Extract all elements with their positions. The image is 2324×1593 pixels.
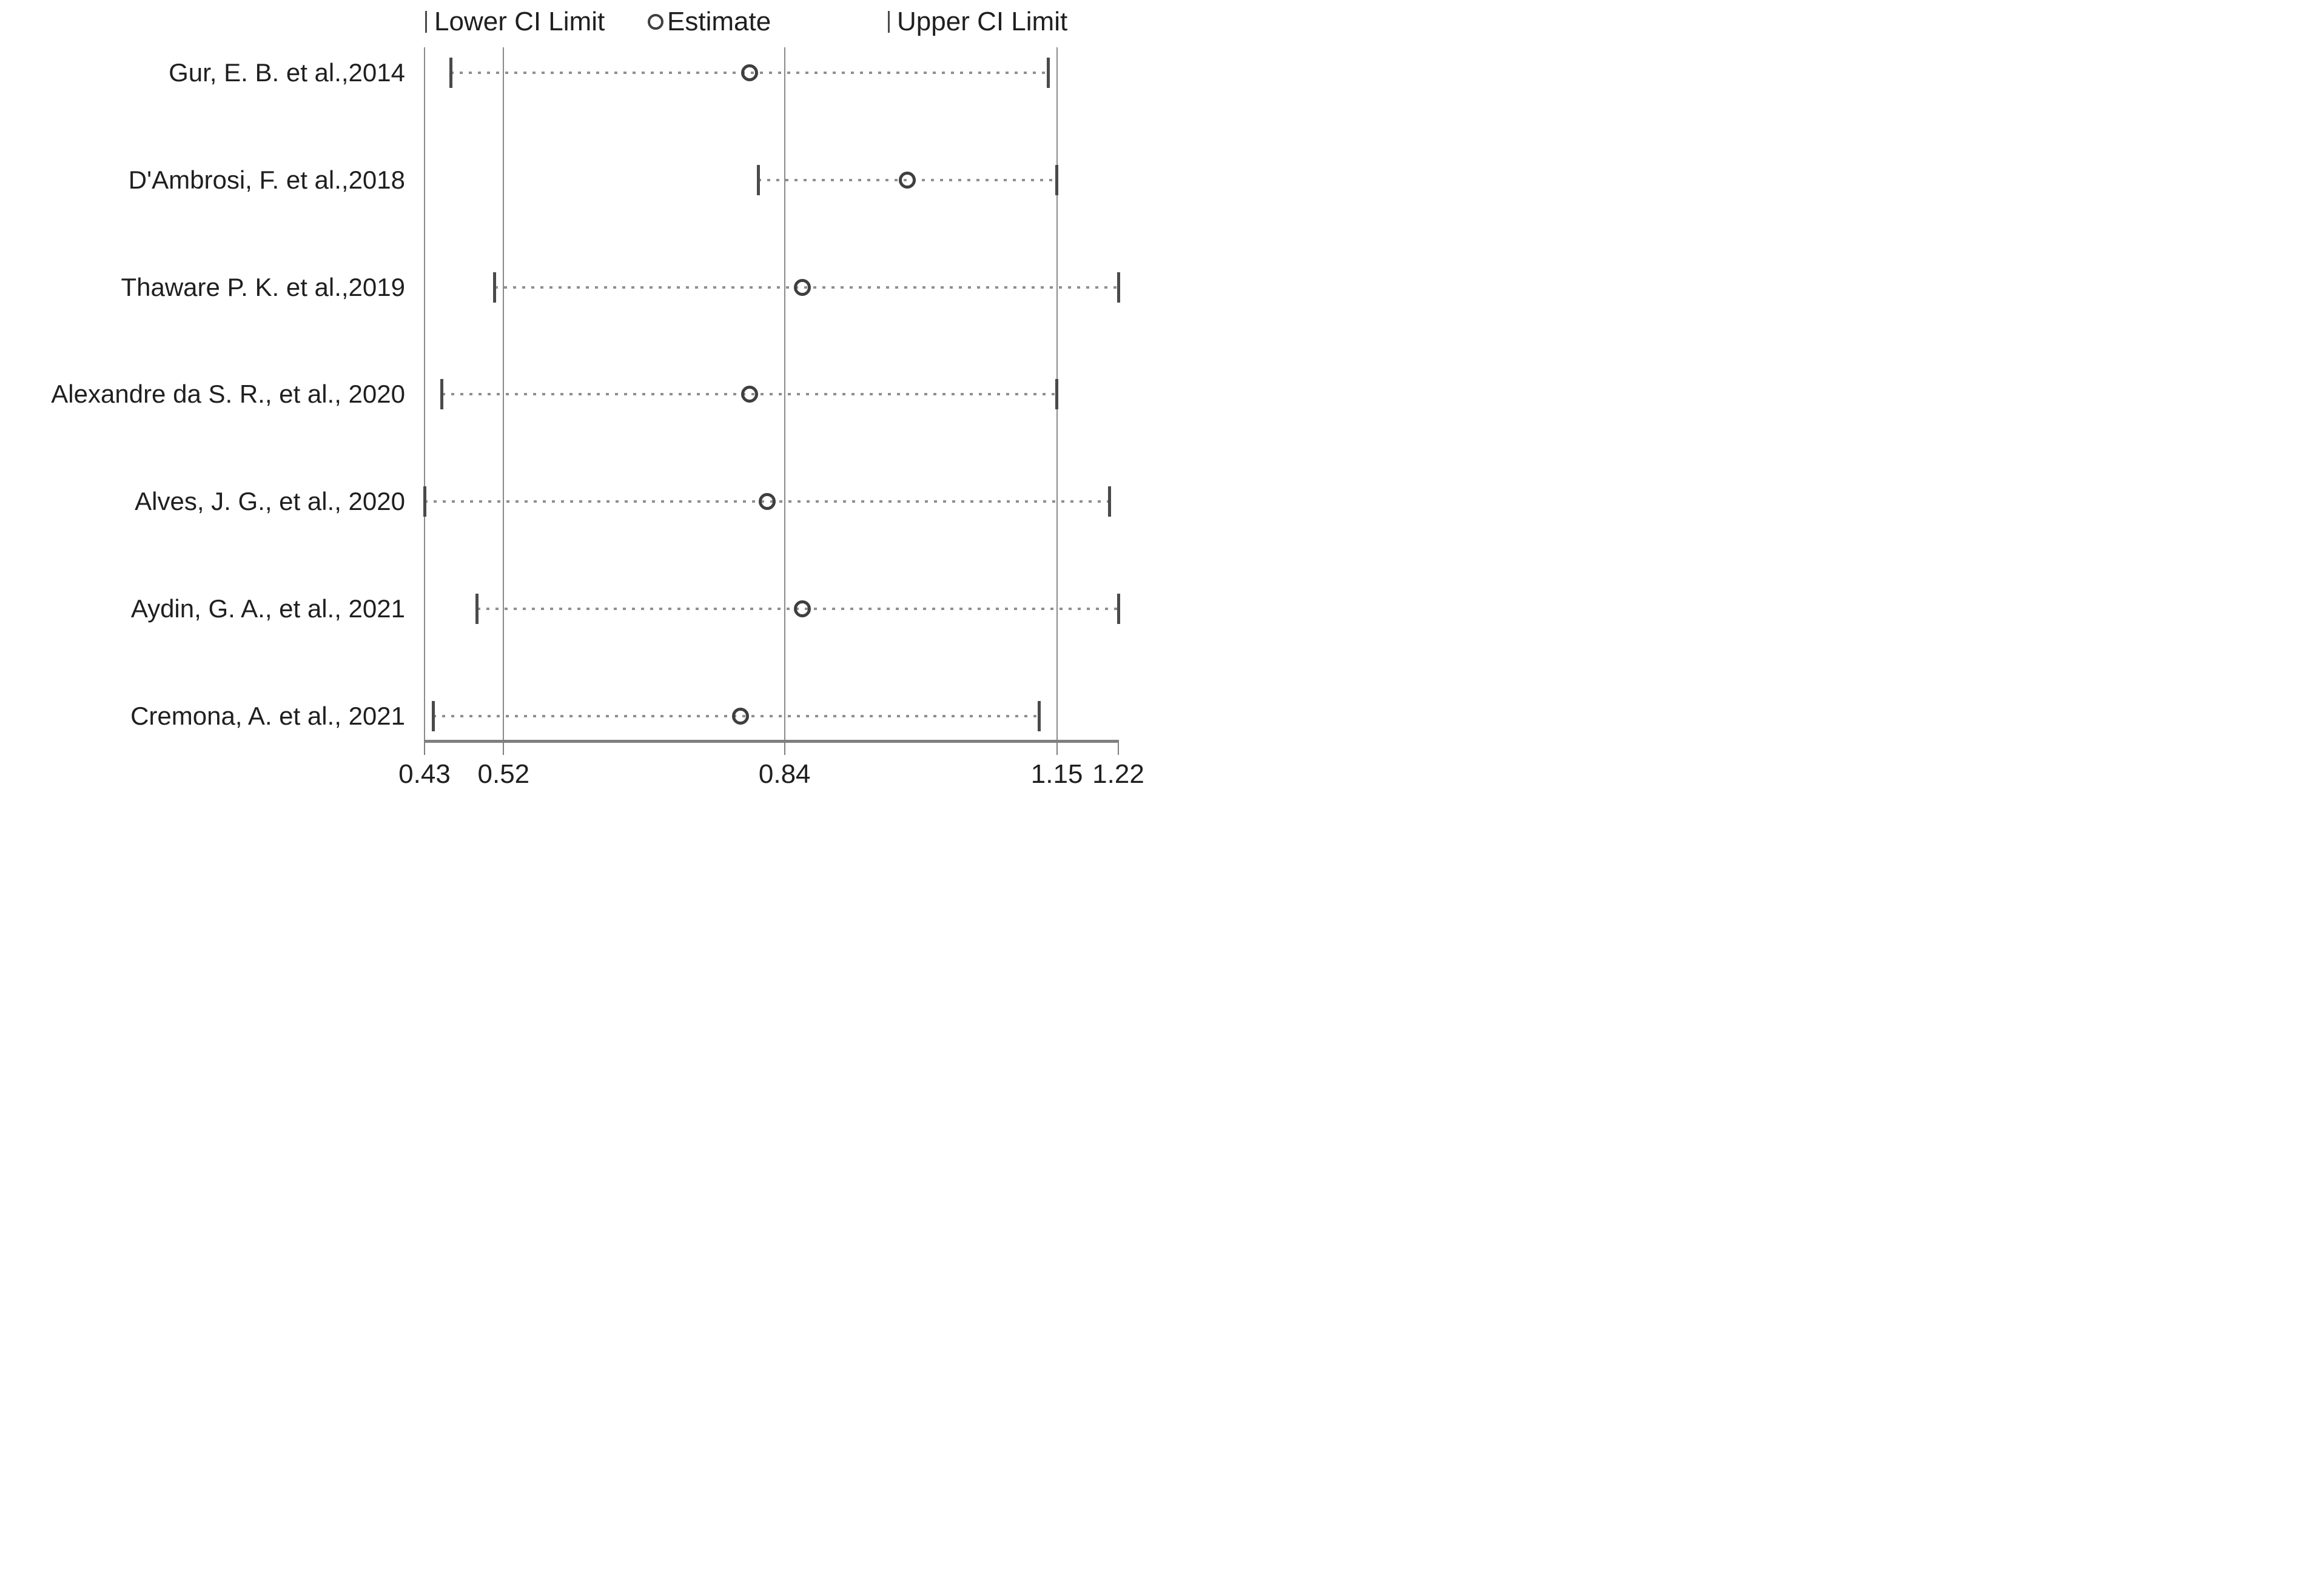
x-tick-label: 1.22 [1092, 759, 1144, 789]
lower-ci-tick-icon [425, 11, 427, 33]
study-label: Alves, J. G., et al., 2020 [135, 487, 405, 516]
x-tick-label: 0.43 [398, 759, 451, 789]
study-label: Aydin, G. A., et al., 2021 [130, 594, 405, 623]
estimate-marker [758, 493, 776, 511]
gridline [424, 47, 425, 755]
estimate-marker [899, 171, 916, 189]
estimate-marker [793, 278, 811, 296]
x-tick [424, 740, 425, 755]
study-label: Alexandre da S. R., et al., 2020 [51, 380, 405, 409]
x-tick-label: 0.52 [477, 759, 530, 789]
legend-label-lower-ci: Lower CI Limit [434, 7, 605, 36]
x-tick [1118, 740, 1119, 755]
lower-ci-tick [756, 164, 760, 195]
lower-ci-tick [440, 379, 444, 410]
study-label: Thaware P. K. et al.,2019 [121, 272, 405, 301]
upper-ci-tick [1055, 379, 1059, 410]
gridline [784, 47, 785, 755]
upper-ci-tick [1055, 164, 1059, 195]
x-tick-label: 1.15 [1030, 759, 1083, 789]
estimate-circle-icon [648, 14, 663, 30]
lower-ci-tick [423, 486, 426, 517]
legend-label-upper-ci: Upper CI Limit [897, 7, 1068, 36]
x-axis-line [425, 740, 1118, 743]
lower-ci-tick [493, 272, 497, 303]
estimate-marker [741, 64, 758, 81]
study-label: Cremona, A. et al., 2021 [130, 701, 405, 730]
legend-item-lower-ci: Lower CI Limit [425, 5, 605, 39]
upper-ci-tick-icon [888, 11, 890, 33]
study-label: Gur, E. B. et al.,2014 [169, 58, 405, 87]
lower-ci-tick [431, 700, 435, 731]
x-tick [503, 740, 505, 755]
upper-ci-tick [1046, 58, 1050, 88]
upper-ci-tick [1108, 486, 1112, 517]
estimate-marker [793, 600, 811, 617]
upper-ci-tick [1117, 594, 1120, 624]
legend-item-estimate: Estimate [648, 5, 771, 39]
x-tick [784, 740, 785, 755]
legend-label-estimate: Estimate [667, 7, 771, 36]
study-label: D'Ambrosi, F. et al.,2018 [128, 165, 405, 194]
gridline [503, 47, 505, 755]
estimate-marker [732, 707, 750, 725]
x-tick [1056, 740, 1058, 755]
estimate-marker [741, 386, 758, 403]
forest-plot: Lower CI Limit Estimate Upper CI Limit 0… [0, 0, 1162, 797]
legend-item-upper-ci: Upper CI Limit [888, 5, 1067, 39]
upper-ci-tick [1038, 700, 1041, 731]
lower-ci-tick [475, 594, 479, 624]
x-tick-label: 0.84 [758, 759, 811, 789]
lower-ci-tick [449, 58, 452, 88]
upper-ci-tick [1117, 272, 1120, 303]
